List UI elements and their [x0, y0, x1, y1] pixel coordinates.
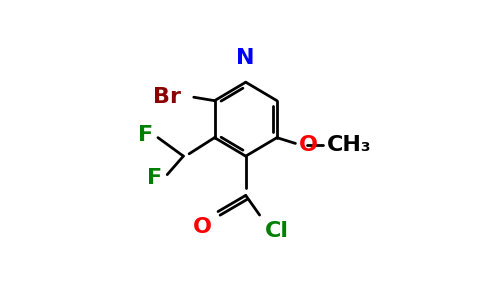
Text: O: O	[299, 135, 318, 155]
Text: N: N	[237, 48, 255, 68]
Text: Br: Br	[153, 87, 181, 107]
Text: F: F	[148, 168, 163, 188]
Text: CH₃: CH₃	[327, 135, 371, 155]
Text: Cl: Cl	[265, 221, 289, 241]
Text: F: F	[138, 125, 153, 145]
Text: O: O	[193, 217, 212, 237]
